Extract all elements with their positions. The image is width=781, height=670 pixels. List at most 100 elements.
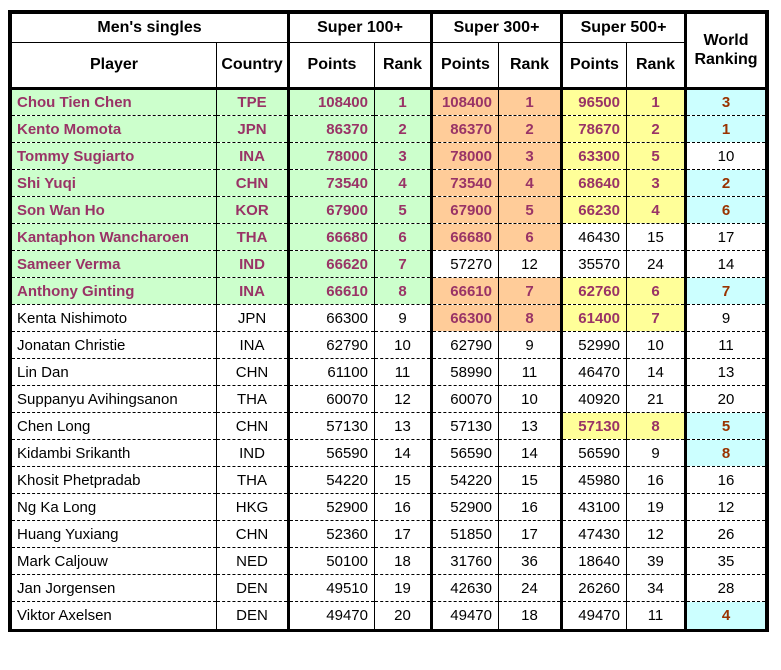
super100-points-cell: 66620 (287, 250, 375, 278)
country-cell: IND (216, 250, 289, 278)
super500-rank-cell: 10 (626, 331, 686, 359)
super300-points-cell: 52900 (430, 493, 499, 521)
ranking-table-rows: Chou Tien Chen TPE 108400 1 108400 1 96500 1 3 Ke… (11, 88, 766, 629)
super500-points-cell: 56590 (560, 439, 627, 467)
world-ranking-cell: 14 (684, 250, 766, 278)
player-name-cell: Jonatan Christie (11, 331, 217, 359)
super300-rank-cell: 13 (498, 412, 562, 440)
world-ranking-cell: 26 (684, 520, 766, 548)
player-name-cell: Kenta Nishimoto (11, 304, 217, 332)
super300-points-cell: 54220 (430, 466, 499, 494)
super300-rank-cell: 2 (498, 115, 562, 143)
super100-rank-cell: 3 (374, 142, 432, 170)
table-row: Mark Caljouw NED 50100 18 31760 36 18640 39 35 (11, 547, 766, 575)
super500-points-cell: 57130 (560, 412, 627, 440)
super500-points-cell: 68640 (560, 169, 627, 197)
country-cell: THA (216, 385, 289, 413)
col-header-super300-rank: Rank (498, 42, 562, 90)
table-row: Jan Jorgensen DEN 49510 19 42630 24 26260 34 28 (11, 574, 766, 602)
table-row: Lin Dan CHN 61100 11 58990 11 46470 14 13 (11, 358, 766, 386)
super100-rank-cell: 6 (374, 223, 432, 251)
super100-points-cell: 52900 (287, 493, 375, 521)
super300-rank-cell: 9 (498, 331, 562, 359)
super300-points-cell: 66680 (430, 223, 499, 251)
super500-points-cell: 40920 (560, 385, 627, 413)
player-name-cell: Viktor Axelsen (11, 601, 217, 629)
world-ranking-cell: 4 (684, 601, 766, 629)
super100-points-cell: 66680 (287, 223, 375, 251)
country-cell: THA (216, 223, 289, 251)
table-row: Shi Yuqi CHN 73540 4 73540 4 68640 3 2 (11, 169, 766, 197)
super300-points-cell: 67900 (430, 196, 499, 224)
col-header-country: Country (216, 42, 289, 90)
super300-points-cell: 86370 (430, 115, 499, 143)
group-header-super300: Super 300+ (430, 13, 562, 43)
world-ranking-cell: 2 (684, 169, 766, 197)
super500-rank-cell: 15 (626, 223, 686, 251)
super500-points-cell: 35570 (560, 250, 627, 278)
super500-points-cell: 63300 (560, 142, 627, 170)
player-name-cell: Jan Jorgensen (11, 574, 217, 602)
country-cell: KOR (216, 196, 289, 224)
player-name-cell: Suppanyu Avihingsanon (11, 385, 217, 413)
super100-points-cell: 78000 (287, 142, 375, 170)
world-ranking-cell: 28 (684, 574, 766, 602)
super500-points-cell: 46430 (560, 223, 627, 251)
super500-rank-cell: 9 (626, 439, 686, 467)
super500-points-cell: 52990 (560, 331, 627, 359)
super300-points-cell: 57130 (430, 412, 499, 440)
super300-points-cell: 78000 (430, 142, 499, 170)
super100-rank-cell: 10 (374, 331, 432, 359)
country-cell: DEN (216, 601, 289, 629)
table-row: Chen Long CHN 57130 13 57130 13 57130 8 5 (11, 412, 766, 440)
super100-points-cell: 108400 (287, 88, 375, 116)
super500-points-cell: 78670 (560, 115, 627, 143)
table-row: Ng Ka Long HKG 52900 16 52900 16 43100 19 12 (11, 493, 766, 521)
super100-points-cell: 61100 (287, 358, 375, 386)
world-ranking-cell: 7 (684, 277, 766, 305)
world-ranking-cell: 3 (684, 88, 766, 116)
country-cell: INA (216, 331, 289, 359)
super500-points-cell: 66230 (560, 196, 627, 224)
super300-points-cell: 66610 (430, 277, 499, 305)
player-name-cell: Tommy Sugiarto (11, 142, 217, 170)
player-name-cell: Ng Ka Long (11, 493, 217, 521)
world-ranking-cell: 16 (684, 466, 766, 494)
world-ranking-cell: 12 (684, 493, 766, 521)
super500-points-cell: 49470 (560, 601, 627, 629)
super500-rank-cell: 39 (626, 547, 686, 575)
country-cell: DEN (216, 574, 289, 602)
country-cell: JPN (216, 115, 289, 143)
table-row: Kantaphon Wancharoen THA 66680 6 66680 6 46430… (11, 223, 766, 251)
super100-points-cell: 60070 (287, 385, 375, 413)
world-ranking-cell: 20 (684, 385, 766, 413)
player-name-cell: Mark Caljouw (11, 547, 217, 575)
table-row: Suppanyu Avihingsanon THA 60070 12 60070 10 40… (11, 385, 766, 413)
super500-rank-cell: 5 (626, 142, 686, 170)
super100-points-cell: 56590 (287, 439, 375, 467)
group-header-super500: Super 500+ (560, 13, 686, 43)
super100-rank-cell: 17 (374, 520, 432, 548)
super300-points-cell: 42630 (430, 574, 499, 602)
super500-points-cell: 47430 (560, 520, 627, 548)
super500-rank-cell: 4 (626, 196, 686, 224)
super100-rank-cell: 20 (374, 601, 432, 629)
super500-rank-cell: 3 (626, 169, 686, 197)
super300-points-cell: 108400 (430, 88, 499, 116)
super500-points-cell: 45980 (560, 466, 627, 494)
world-ranking-cell: 10 (684, 142, 766, 170)
super300-points-cell: 51850 (430, 520, 499, 548)
super100-rank-cell: 4 (374, 169, 432, 197)
country-cell: CHN (216, 358, 289, 386)
super100-rank-cell: 18 (374, 547, 432, 575)
super500-rank-cell: 19 (626, 493, 686, 521)
player-name-cell: Sameer Verma (11, 250, 217, 278)
super300-points-cell: 58990 (430, 358, 499, 386)
super300-rank-cell: 7 (498, 277, 562, 305)
super300-rank-cell: 1 (498, 88, 562, 116)
super100-points-cell: 67900 (287, 196, 375, 224)
super500-rank-cell: 12 (626, 520, 686, 548)
player-name-cell: Kantaphon Wancharoen (11, 223, 217, 251)
super300-points-cell: 31760 (430, 547, 499, 575)
super100-rank-cell: 9 (374, 304, 432, 332)
